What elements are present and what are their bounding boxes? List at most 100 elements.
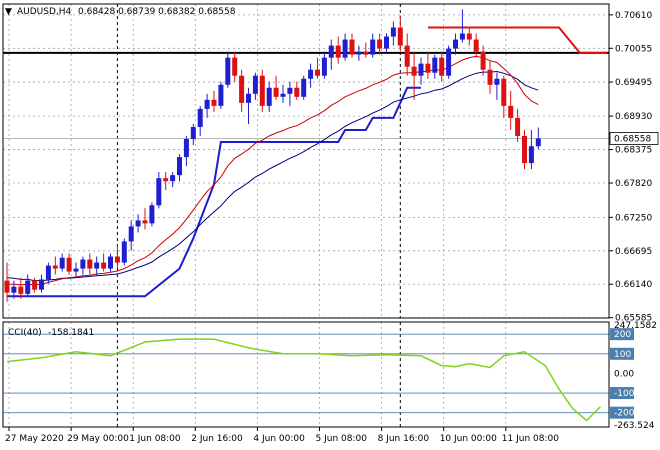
candle-body [232, 57, 238, 76]
candle [287, 81, 293, 106]
cci-plot-frame [2, 321, 610, 428]
candle [425, 51, 431, 79]
candle-body [446, 48, 452, 76]
cci-series [6, 338, 601, 422]
y-tick-label: 0.65585 [615, 314, 652, 324]
candle [370, 33, 376, 58]
candle [73, 262, 79, 278]
candle-body [259, 75, 265, 106]
candle-body [425, 63, 431, 73]
candle-body [397, 27, 403, 46]
axes: 0.70610 0.70055 0.69495 0.68930 0.68375 0.678… [2, 3, 659, 444]
candle-body [101, 262, 107, 269]
candle-body [453, 39, 458, 49]
candle-body [87, 259, 93, 269]
cci-tick-label: 200 [614, 330, 631, 340]
candle-body [183, 139, 189, 158]
y-tick-label: 0.67250 [615, 213, 652, 223]
x-tick-label: 11 Jun 08:00 [502, 434, 559, 444]
candle [522, 129, 527, 170]
candle [108, 253, 113, 272]
candle [294, 81, 300, 100]
candle [432, 54, 438, 79]
cci-tick-label: -200 [614, 409, 635, 419]
cci-level-box [610, 387, 634, 400]
candle-body [384, 36, 389, 49]
candle [494, 72, 500, 100]
main-plot-frame [2, 3, 610, 319]
candle [128, 220, 134, 251]
candle-body [45, 265, 51, 280]
candle [473, 33, 479, 58]
candle [25, 274, 31, 296]
candle [335, 36, 341, 64]
collapse-arrow-icon[interactable]: ▼ [5, 7, 12, 17]
cci-tick-label: 0.00 [614, 369, 634, 379]
y-tick-label: 0.66140 [615, 280, 652, 290]
candle-body [411, 66, 417, 76]
candle-body [170, 175, 176, 182]
candle-body [528, 146, 534, 164]
x-tick-label: 27 May 2020 [5, 434, 64, 444]
candle-body [280, 93, 286, 97]
candle-body [52, 265, 58, 269]
candle [163, 172, 169, 191]
candle [87, 253, 93, 275]
candle-body [328, 45, 334, 58]
candle [66, 253, 72, 275]
ohlc-values: 0.68428 0.68739 0.68382 0.68558 [78, 7, 236, 17]
candle [280, 84, 286, 103]
candle [377, 33, 383, 55]
candle-body [218, 84, 224, 106]
candle-body [156, 178, 162, 206]
candle-body [128, 226, 134, 242]
candle-body [418, 63, 424, 76]
current-price-box [609, 132, 659, 145]
price-series [3, 9, 609, 302]
cci-tick-label: -100 [614, 389, 635, 399]
candle [356, 45, 362, 61]
candle [170, 172, 176, 188]
x-tick-label: 5 Jun 08:00 [316, 434, 368, 444]
candle-body [149, 205, 155, 224]
cci-line [6, 338, 601, 422]
y-tick-label: 0.66695 [615, 247, 652, 257]
candle-body [321, 57, 327, 76]
candle-body [363, 51, 369, 55]
candle [94, 256, 100, 276]
candle-body [32, 280, 38, 290]
candle [177, 154, 182, 182]
candle [259, 69, 265, 112]
candle-body [18, 286, 24, 294]
candle [453, 33, 458, 55]
cci-grid [3, 322, 609, 427]
candle-body [121, 241, 127, 263]
resistance-line [427, 26, 608, 54]
candle-body [287, 87, 293, 94]
candle-body [335, 45, 341, 58]
y-tick-label: 0.68930 [615, 112, 652, 122]
candle-body [301, 78, 307, 97]
x-tick-label: 29 May 00:00 [67, 434, 129, 444]
candle [349, 33, 355, 58]
candle-body [370, 39, 376, 55]
candle-body [11, 286, 17, 293]
candle-body [273, 87, 279, 97]
candle-body [349, 39, 355, 55]
candle [218, 81, 224, 109]
candle [142, 208, 148, 230]
candle [135, 214, 141, 233]
candle [239, 69, 245, 112]
candle [515, 108, 521, 143]
candle [273, 75, 279, 100]
candle-body [473, 39, 479, 52]
candle-body [66, 257, 72, 272]
candle [39, 274, 44, 293]
candle-body [225, 57, 231, 85]
y-tick-label: 0.70055 [615, 44, 652, 54]
candle-body [342, 39, 348, 58]
x-tick-label: 1 Jun 08:00 [129, 434, 181, 444]
candle [418, 57, 424, 85]
